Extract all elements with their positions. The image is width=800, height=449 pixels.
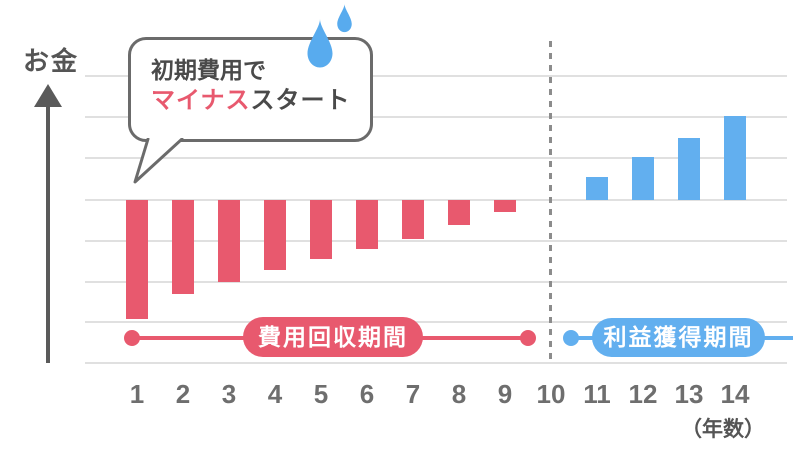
- bar-year-4: [264, 200, 286, 270]
- x-tick-8: 8: [451, 379, 467, 409]
- gridline: [85, 199, 787, 201]
- bar-year-7: [402, 200, 424, 239]
- speech-bubble: 初期費用で マイナススタート: [128, 37, 373, 142]
- x-tick-4: 4: [267, 379, 283, 409]
- x-tick-13: 13: [674, 379, 704, 409]
- bar-year-5: [310, 200, 332, 259]
- bar-year-6: [356, 200, 378, 249]
- divider-dashed-line: [549, 41, 552, 362]
- x-axis-unit-label: （年数）: [681, 418, 765, 441]
- bar-year-13: [678, 138, 700, 200]
- speech-bubble-line1: 初期費用で: [151, 57, 266, 83]
- gridline: [85, 75, 787, 77]
- bar-year-2: [172, 200, 194, 294]
- x-tick-11: 11: [583, 379, 611, 409]
- gridline: [85, 157, 787, 159]
- gridline: [85, 321, 787, 323]
- water-drop-icon-small: [337, 4, 352, 33]
- x-tick-7: 7: [405, 379, 421, 409]
- x-tick-9: 9: [497, 379, 513, 409]
- water-drop-icon: [307, 19, 333, 68]
- cost-recovery-badge: 費用回収期間: [243, 317, 423, 357]
- speech-bubble-line2-rest: スタート: [250, 87, 351, 114]
- x-tick-1: 1: [129, 379, 145, 409]
- bar-year-11: [586, 177, 608, 200]
- y-axis-line: [46, 104, 50, 363]
- speech-bubble-tail: [133, 138, 184, 184]
- speech-bubble-highlight: マイナス: [151, 87, 251, 114]
- speech-bubble-line2: マイナススタート: [151, 85, 370, 117]
- gridline: [85, 362, 787, 364]
- bar-year-1: [126, 200, 148, 319]
- x-tick-3: 3: [221, 379, 237, 409]
- profit-period-badge: 利益獲得期間: [592, 318, 765, 357]
- x-tick-2: 2: [175, 379, 191, 409]
- bar-year-3: [218, 200, 240, 282]
- x-tick-14: 14: [720, 379, 750, 409]
- gridline: [85, 281, 787, 283]
- bar-year-8: [448, 200, 470, 225]
- x-tick-10: 10: [536, 379, 566, 409]
- gridline: [85, 240, 787, 242]
- bar-year-14: [724, 116, 746, 200]
- y-axis-label: お金: [23, 46, 80, 76]
- bar-year-9: [494, 200, 516, 212]
- cost-period-end-dot: [520, 330, 536, 346]
- bar-year-12: [632, 157, 654, 200]
- y-axis-arrow-icon: [34, 84, 62, 107]
- gridline: [85, 116, 787, 118]
- x-tick-6: 6: [359, 379, 375, 409]
- x-tick-5: 5: [313, 379, 329, 409]
- x-tick-12: 12: [628, 379, 658, 409]
